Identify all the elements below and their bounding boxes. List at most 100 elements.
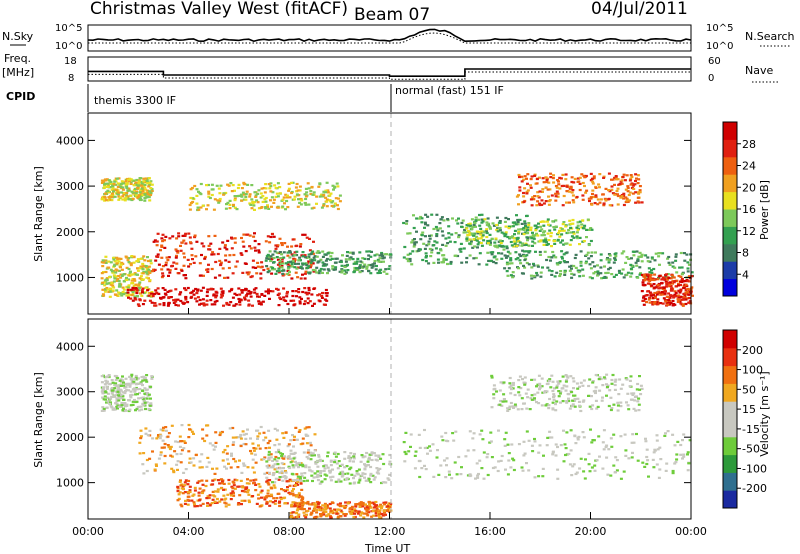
power-pixel [106, 266, 110, 269]
power-pixel [654, 252, 658, 255]
velocity-pixel [176, 440, 180, 444]
velocity-pixel [466, 474, 470, 477]
power-pixel [291, 181, 295, 184]
power-pixel [224, 254, 228, 257]
velocity-pixel [509, 384, 513, 387]
power-pixel [671, 275, 675, 278]
velocity-pixel [490, 456, 494, 459]
power-pixel [288, 264, 292, 267]
power-pixel [299, 266, 303, 269]
power-pixel [506, 235, 510, 239]
power-pixel [239, 252, 243, 255]
power-pixel [112, 280, 116, 283]
power-pixel [616, 203, 620, 206]
power-pixel [182, 302, 186, 305]
power-pixel [333, 186, 337, 189]
power-pixel [336, 204, 339, 207]
velocity-pixel [104, 375, 108, 379]
power-pixel [444, 258, 448, 261]
velocity-pixel [293, 501, 297, 504]
velocity-pixel [213, 472, 217, 475]
velocity-pixel [518, 394, 522, 397]
velocity-pixel [423, 428, 426, 432]
power-pixel [103, 284, 107, 287]
velocity-pixel [162, 446, 166, 449]
velocity-ylabel: Slant Range [km] [32, 372, 45, 468]
velocity-pixel [182, 488, 185, 491]
velocity-pixel [403, 460, 407, 463]
power-pixel [276, 206, 280, 209]
velocity-pixel [601, 384, 605, 387]
power-pixel [307, 203, 311, 206]
power-pixel [496, 230, 500, 233]
velocity-pixel [289, 511, 293, 515]
power-pixel [648, 283, 652, 286]
power-pixel [531, 234, 535, 237]
velocity-pixel [194, 453, 198, 457]
power-pixel [218, 259, 222, 262]
velocity-pixel [142, 472, 146, 475]
velocity-pixel [231, 490, 235, 493]
freq-unit: [MHz] [2, 66, 34, 79]
power-pixel [207, 195, 211, 198]
velocity-pixel [246, 428, 249, 431]
power-pixel [430, 251, 434, 254]
power-pixel [562, 184, 566, 187]
power-pixel [493, 244, 497, 247]
power-pixel [295, 193, 299, 196]
power-pixel [517, 228, 521, 231]
power-pixel [253, 208, 256, 211]
power-pixel [153, 304, 157, 307]
power-pixel [187, 265, 191, 268]
velocity-pixel [234, 436, 238, 439]
velocity-pixel [223, 448, 227, 452]
power-pixel [614, 273, 618, 276]
power-pixel [269, 235, 273, 239]
power-pixel [607, 189, 610, 192]
power-pixel [187, 232, 191, 235]
power-pixel [304, 203, 308, 206]
velocity-pixel [507, 459, 511, 462]
power-pixel [143, 299, 147, 302]
power-pixel [412, 226, 416, 230]
power-pixel [421, 231, 425, 234]
velocity-pixel [249, 449, 252, 453]
power-pixel [132, 184, 136, 187]
velocity-pixel [159, 453, 163, 457]
power-pixel [608, 254, 612, 257]
power-pixel [625, 273, 629, 276]
velocity-pixel [246, 478, 249, 481]
power-pixel [317, 260, 321, 263]
velocity-pixel [241, 430, 245, 433]
velocity-pixel [424, 468, 428, 471]
power-pixel [179, 244, 182, 247]
power-pixel [107, 191, 111, 194]
power-pixel [685, 284, 689, 288]
power-pixel [144, 286, 148, 289]
velocity-pixel [431, 443, 435, 446]
power-pixel [103, 259, 107, 262]
velocity-pixel [565, 431, 569, 434]
power-pixel [117, 279, 121, 282]
power-pixel [122, 280, 126, 283]
velocity-pixel [606, 473, 610, 476]
nsearch-tick-top: 10^5 [706, 23, 733, 34]
power-pixel [290, 245, 294, 248]
power-pixel [168, 237, 172, 240]
velocity-pixel [417, 459, 421, 463]
power-pixel [520, 175, 524, 178]
power-pixel [450, 233, 454, 236]
velocity-pixel [324, 510, 328, 514]
velocity-pixel [291, 501, 295, 504]
power-pixel [557, 183, 561, 186]
power-pixel [425, 255, 428, 258]
power-pixel [264, 196, 268, 200]
power-pixel [202, 274, 205, 277]
power-pixel [530, 266, 534, 269]
power-pixel [604, 199, 608, 202]
power-pixel [632, 250, 636, 253]
velocity-pixel [276, 492, 280, 495]
velocity-pixel [177, 497, 181, 500]
power-pixel [124, 196, 128, 199]
power-pixel [140, 267, 144, 270]
